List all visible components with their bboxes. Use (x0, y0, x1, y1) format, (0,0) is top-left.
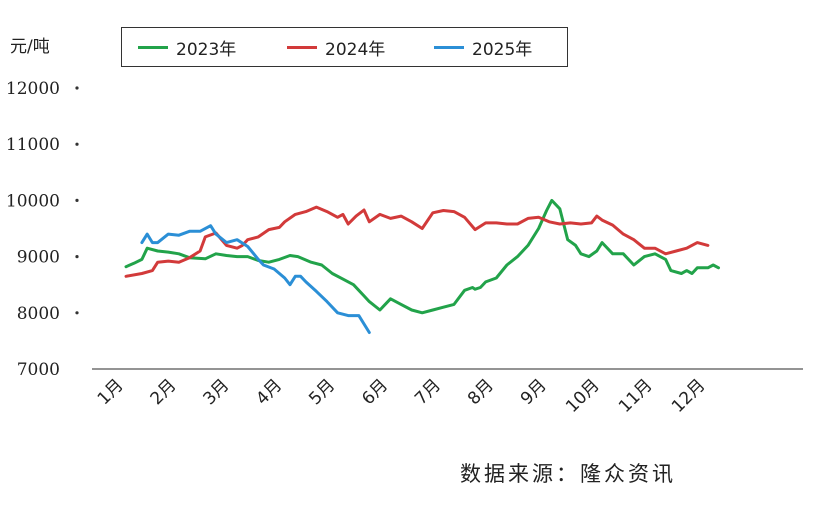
x-tick-labels: 1月 2月 3月 4月 5月 6月 7月 8月 9月 10月 11月 12月 (94, 375, 710, 416)
y-tick-mark (75, 198, 79, 202)
chart-legend: 2023年 2024年 2025年 (121, 27, 568, 67)
x-tick-label: 7月 (411, 375, 445, 409)
series-line-2025 (140, 224, 371, 334)
y-tick-label: 12000 (6, 79, 60, 99)
y-tick-mark (75, 142, 79, 146)
legend-swatch-2023 (138, 45, 168, 49)
y-unit-label: 元/吨 (10, 37, 50, 57)
y-tick-mark (75, 86, 79, 90)
x-tick-label: 2月 (147, 375, 181, 409)
data-source-note: 数据来源：隆众资讯 (460, 462, 676, 486)
legend-item-2023: 2023年 (138, 28, 236, 66)
y-tick-label: 9000 (17, 248, 60, 268)
x-tick-label: 5月 (305, 375, 339, 409)
x-tick-label: 11月 (615, 375, 656, 416)
x-tick-label: 1月 (94, 375, 128, 409)
y-tick-mark (75, 311, 79, 315)
x-tick-label: 3月 (200, 375, 234, 409)
legend-label-2024: 2024年 (325, 39, 386, 60)
legend-swatch-2024 (287, 45, 317, 49)
x-tick-label: 8月 (464, 375, 498, 409)
y-tick-label: 8000 (17, 304, 60, 324)
x-tick-label: 12月 (668, 375, 709, 416)
y-tick-mark (75, 255, 79, 259)
x-tick-label: 6月 (358, 375, 392, 409)
series-lines (124, 198, 720, 334)
y-tick-labels: 7000 8000 9000 10000 11000 12000 (6, 79, 79, 380)
legend-item-2025: 2025年 (434, 28, 532, 66)
y-tick-label: 10000 (6, 191, 60, 211)
legend-label-2025: 2025年 (472, 39, 533, 60)
legend-item-2024: 2024年 (287, 28, 385, 66)
series-line-2024 (124, 205, 710, 278)
x-tick-label: 4月 (252, 375, 286, 409)
series-line-2023 (124, 198, 720, 315)
x-tick-label: 10月 (562, 375, 603, 416)
x-tick-label: 9月 (517, 375, 551, 409)
y-tick-label: 11000 (6, 135, 60, 155)
legend-swatch-2025 (434, 45, 464, 49)
legend-label-2023: 2023年 (176, 39, 237, 60)
y-tick-label: 7000 (17, 360, 60, 380)
